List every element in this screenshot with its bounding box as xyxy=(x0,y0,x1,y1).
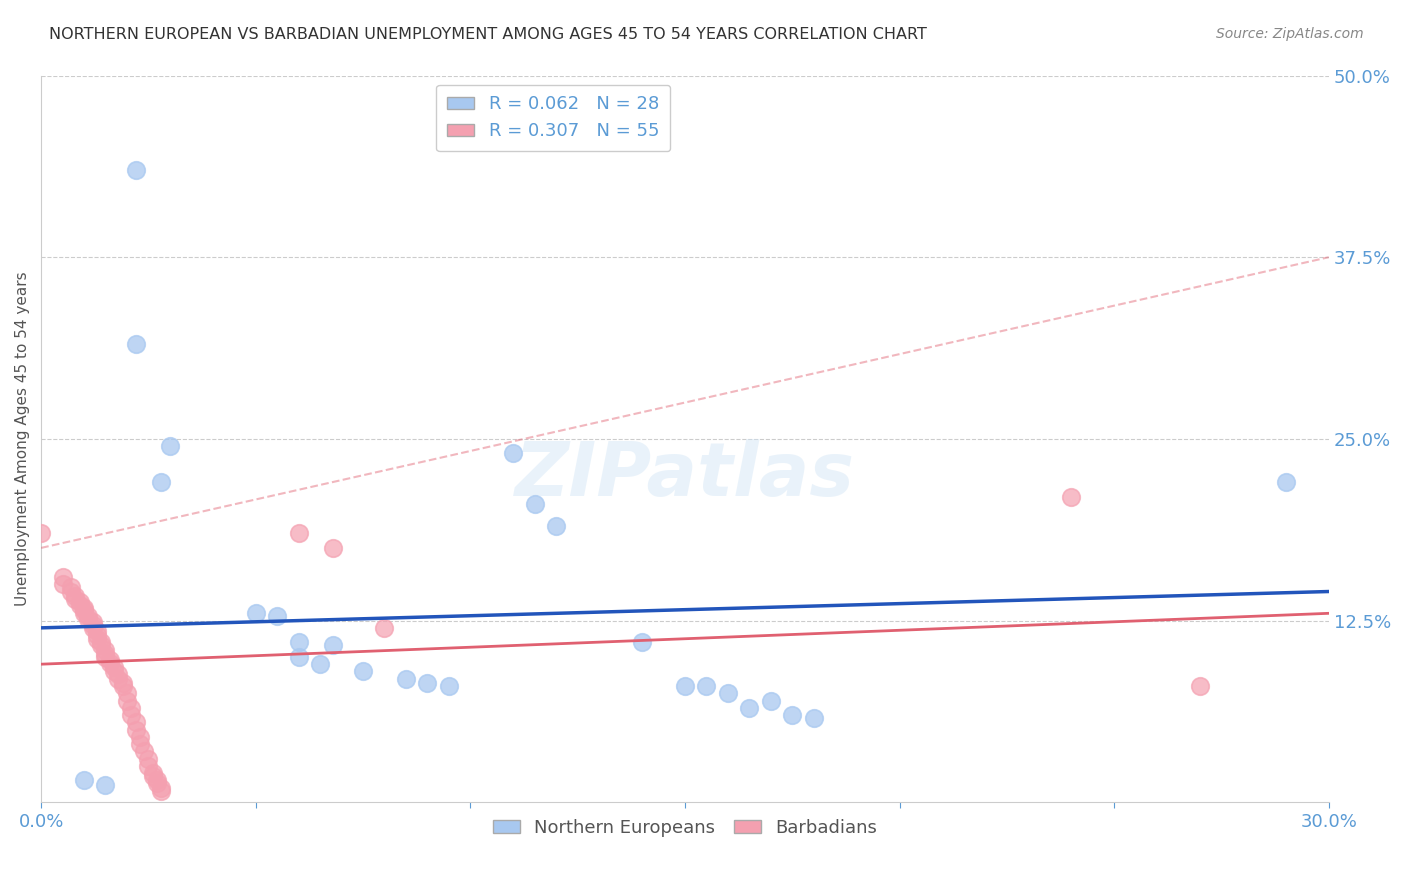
Point xyxy=(803,711,825,725)
Point xyxy=(309,657,332,672)
Point xyxy=(738,700,761,714)
Point xyxy=(94,642,117,657)
Point xyxy=(287,635,309,649)
Point xyxy=(717,686,740,700)
Point xyxy=(138,752,160,766)
Point xyxy=(502,446,524,460)
Point xyxy=(138,759,160,773)
Point xyxy=(69,595,91,609)
Point xyxy=(416,676,439,690)
Point xyxy=(82,615,104,629)
Point xyxy=(82,618,104,632)
Point xyxy=(94,778,117,792)
Text: Source: ZipAtlas.com: Source: ZipAtlas.com xyxy=(1216,27,1364,41)
Point xyxy=(115,693,138,707)
Point xyxy=(30,526,52,541)
Point xyxy=(546,519,568,533)
Point xyxy=(94,647,117,661)
Point xyxy=(107,672,129,686)
Point xyxy=(65,589,87,603)
Point xyxy=(77,612,100,626)
Point xyxy=(124,723,146,737)
Point xyxy=(73,600,96,615)
Point xyxy=(65,591,87,606)
Point xyxy=(103,665,125,679)
Point xyxy=(322,638,344,652)
Point xyxy=(128,737,150,751)
Point xyxy=(266,609,288,624)
Point xyxy=(86,624,108,638)
Point xyxy=(780,708,803,723)
Point xyxy=(111,679,134,693)
Point xyxy=(146,773,169,788)
Point xyxy=(352,665,374,679)
Point xyxy=(94,649,117,664)
Point xyxy=(373,621,395,635)
Point xyxy=(437,679,460,693)
Point xyxy=(120,700,142,714)
Point xyxy=(107,667,129,681)
Point xyxy=(90,638,112,652)
Point xyxy=(120,708,142,723)
Point xyxy=(73,773,96,788)
Point xyxy=(142,769,165,783)
Point xyxy=(146,776,169,790)
Y-axis label: Unemployment Among Ages 45 to 54 years: Unemployment Among Ages 45 to 54 years xyxy=(15,271,30,607)
Point xyxy=(150,780,173,795)
Point xyxy=(1275,475,1298,490)
Text: ZIPatlas: ZIPatlas xyxy=(515,439,855,512)
Point xyxy=(73,603,96,617)
Point xyxy=(1060,490,1083,504)
Point xyxy=(77,609,100,624)
Point xyxy=(69,598,91,612)
Point xyxy=(52,577,75,591)
Point xyxy=(128,730,150,744)
Point xyxy=(287,649,309,664)
Point xyxy=(60,584,83,599)
Point xyxy=(150,475,173,490)
Point xyxy=(90,635,112,649)
Point xyxy=(82,621,104,635)
Point xyxy=(759,693,782,707)
Point xyxy=(1188,679,1211,693)
Point xyxy=(60,580,83,594)
Point xyxy=(673,679,696,693)
Point xyxy=(159,439,181,453)
Point xyxy=(98,653,121,667)
Point xyxy=(73,607,96,621)
Point xyxy=(695,679,717,693)
Point xyxy=(631,635,654,649)
Point xyxy=(523,497,546,511)
Point xyxy=(98,656,121,670)
Point xyxy=(142,766,165,780)
Point xyxy=(150,783,173,797)
Point xyxy=(124,163,146,178)
Point xyxy=(395,672,418,686)
Point xyxy=(287,526,309,541)
Point xyxy=(134,744,156,758)
Point xyxy=(103,660,125,674)
Point xyxy=(115,686,138,700)
Point xyxy=(111,676,134,690)
Point xyxy=(124,337,146,351)
Text: NORTHERN EUROPEAN VS BARBADIAN UNEMPLOYMENT AMONG AGES 45 TO 54 YEARS CORRELATIO: NORTHERN EUROPEAN VS BARBADIAN UNEMPLOYM… xyxy=(49,27,927,42)
Point xyxy=(52,570,75,584)
Point xyxy=(86,628,108,642)
Point xyxy=(322,541,344,555)
Legend: Northern Europeans, Barbadians: Northern Europeans, Barbadians xyxy=(485,812,884,844)
Point xyxy=(124,715,146,730)
Point xyxy=(245,607,267,621)
Point xyxy=(86,632,108,647)
